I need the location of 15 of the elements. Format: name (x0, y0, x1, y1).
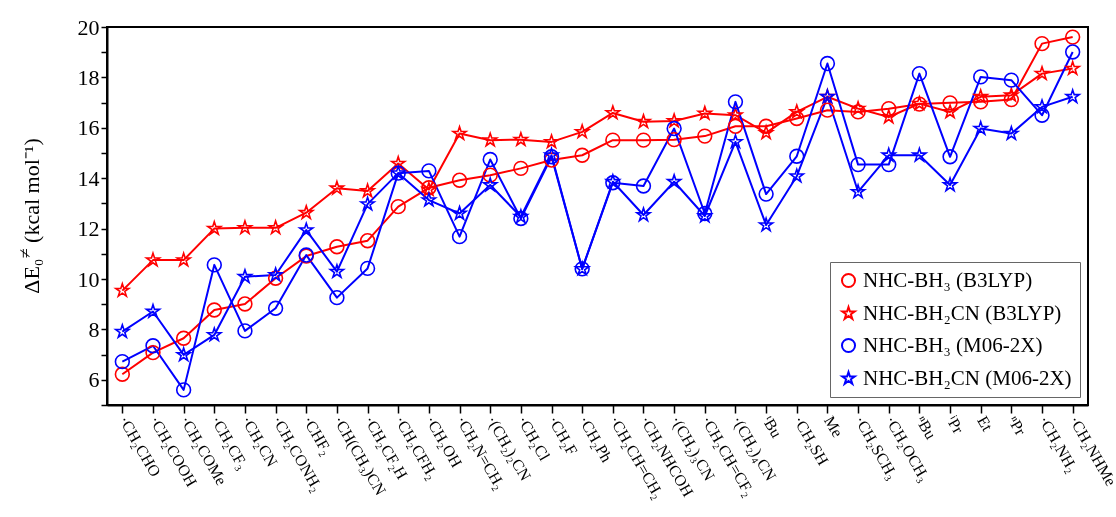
x-tick-label: Et (974, 413, 997, 435)
y-tick-label: 18 (77, 64, 100, 90)
y-tick-label: 12 (77, 216, 100, 242)
legend-label: NHC-BH₂CN (B3LYP) (863, 300, 1062, 325)
x-tick-label: ⁿPr (1004, 413, 1030, 439)
x-tick-label: ⁱPr (943, 413, 968, 437)
y-tick-label: 8 (88, 316, 100, 342)
legend-label: NHC-BH₃ (B3LYP) (863, 267, 1033, 292)
legend-label: NHC-BH₂CN (M06-2X) (863, 365, 1072, 390)
y-tick-label: 14 (77, 165, 100, 191)
y-tick-label: 20 (77, 14, 100, 40)
legend-label: NHC-BH₃ (M06-2X) (863, 332, 1043, 357)
y-tick-label: 16 (77, 115, 100, 141)
y-tick-label: 10 (77, 266, 100, 292)
y-tick-label: 6 (88, 367, 100, 393)
